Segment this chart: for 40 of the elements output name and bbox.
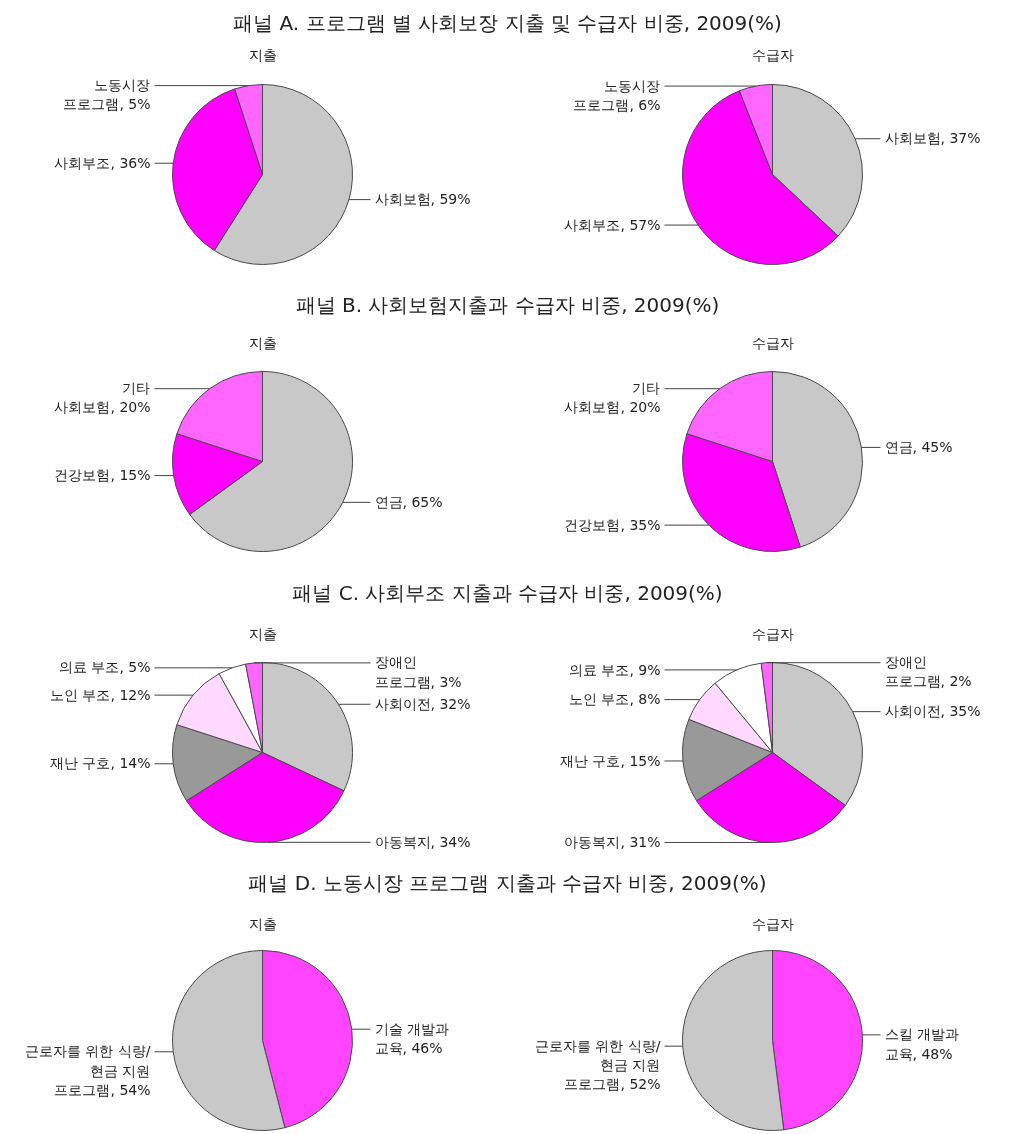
chart-subtitle: 수급자 — [751, 46, 794, 63]
slice-label: 건강보험, 35% — [564, 516, 661, 533]
slice-label: 아동복지, 31% — [564, 834, 661, 851]
text: 패널 B. 사회보험지출과 수급자 비중, 2009(%) — [295, 292, 720, 317]
chart-title: 패널 A. 프로그램 별 사회보장 지출 및 수급자 비중, 2009(%) — [233, 10, 782, 35]
slice-label: 노인 부조, 8% — [568, 691, 661, 708]
slice-label: 근로자를 위한 식량/ 현금 지원 프로그램, 52% — [534, 1037, 661, 1093]
slice-label: 건강보험, 15% — [54, 467, 151, 484]
slice-label: 노동시장 프로그램, 5% — [63, 77, 151, 113]
text: 패널 D. 노동시장 프로그램 지출과 수급자 비중, 2009(%) — [248, 870, 767, 895]
slice-label: 스킬 개발과 교육, 48% — [884, 1026, 959, 1062]
slice-label: 재난 구호, 15% — [560, 752, 661, 769]
slice-label: 사회이전, 35% — [884, 703, 981, 720]
slice-label: 기타 사회보험, 20% — [564, 380, 661, 416]
slice-label: 노동시장 프로그램, 6% — [573, 77, 661, 113]
chart-subtitle: 수급자 — [751, 334, 794, 351]
chart-subtitle: 지출 — [248, 625, 277, 642]
slice-label: 사회이전, 32% — [374, 695, 471, 712]
slice-label: 재난 구호, 14% — [50, 755, 151, 772]
slice-label: 아동복지, 34% — [374, 833, 471, 850]
chart-subtitle: 지출 — [248, 334, 277, 351]
slice-label: 사회부조, 57% — [564, 216, 661, 233]
slice-label: 의료 부조, 9% — [568, 661, 661, 678]
chart-subtitle: 수급자 — [751, 625, 794, 642]
chart-subtitle: 지출 — [248, 915, 277, 932]
slice-label: 장애인 프로그램, 2% — [884, 654, 972, 690]
slice-label: 노인 부조, 12% — [50, 686, 151, 703]
chart-subtitle: 수급자 — [751, 915, 794, 932]
slice-label: 연금, 65% — [374, 493, 443, 510]
slice-label: 기타 사회보험, 20% — [54, 380, 151, 416]
slice-label: 사회보험, 37% — [884, 130, 981, 147]
slice-label: 장애인 프로그램, 3% — [374, 654, 462, 690]
slice-label: 의료 부조, 5% — [58, 659, 151, 676]
slice-label: 기술 개발과 교육, 46% — [374, 1020, 449, 1057]
chart-subtitle: 지출 — [248, 46, 277, 63]
slice-label: 연금, 45% — [884, 439, 953, 456]
slice-label: 사회부조, 36% — [54, 154, 151, 171]
chart-title: 패널 C. 사회부조 지출과 수급자 비중, 2009(%) — [292, 580, 723, 605]
slice-label: 근로자를 위한 식량/ 현금 지원 프로그램, 54% — [24, 1043, 151, 1098]
slice-label: 사회보험, 59% — [374, 191, 471, 208]
